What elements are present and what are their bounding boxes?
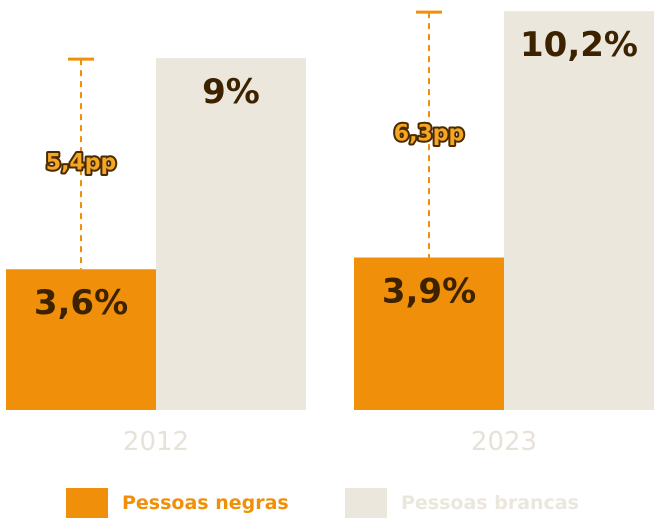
legend: Pessoas negras Pessoas brancas bbox=[0, 488, 656, 520]
year-label-2023: 2023 bbox=[471, 427, 537, 457]
bar-brancas-2023 bbox=[504, 11, 654, 411]
value-label-negras-2023: 3,9% bbox=[382, 272, 476, 312]
value-label-brancas-2023: 10,2% bbox=[520, 25, 638, 65]
bar-chart: 5,4pp 3,6% 9% 2012 6,3pp 3,9% 10,2% 2023 bbox=[6, 10, 654, 457]
bar-negras-2023 bbox=[354, 257, 504, 410]
value-label-brancas-2012: 9% bbox=[202, 72, 260, 112]
value-label-negras-2012: 3,6% bbox=[34, 283, 128, 323]
bar-negras-2012 bbox=[6, 269, 156, 410]
legend-item-brancas: Pessoas brancas bbox=[345, 488, 579, 518]
legend-swatch-brancas bbox=[345, 488, 387, 518]
legend-label-negras: Pessoas negras bbox=[122, 492, 289, 514]
year-label-2012: 2012 bbox=[123, 427, 189, 457]
legend-label-brancas: Pessoas brancas bbox=[401, 492, 579, 514]
gap-label-2012: 5,4pp bbox=[46, 151, 116, 176]
legend-swatch-negras bbox=[66, 488, 108, 518]
gap-label-2023: 6,3pp bbox=[394, 121, 464, 146]
legend-item-negras: Pessoas negras bbox=[66, 488, 289, 518]
bar-brancas-2012 bbox=[156, 58, 306, 410]
